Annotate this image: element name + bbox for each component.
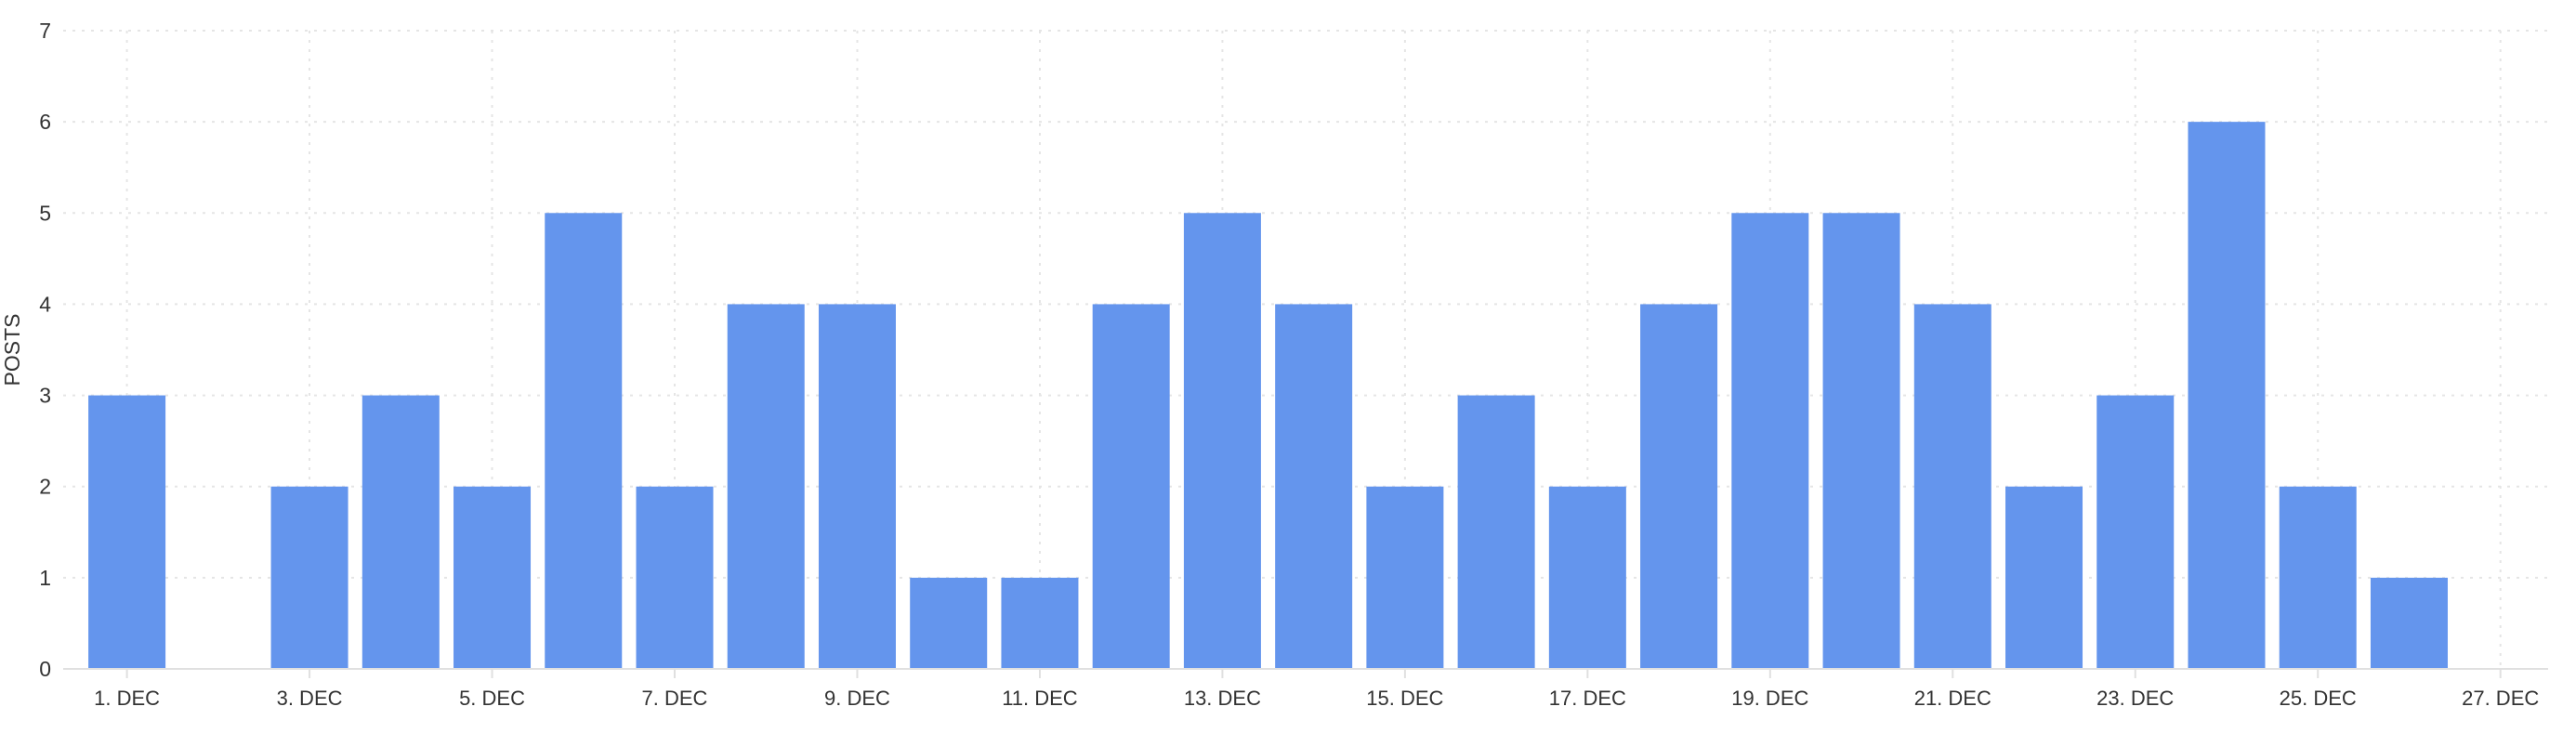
x-tick-label: 13. DEC: [1184, 687, 1261, 710]
bar-20-dec: [1822, 213, 1900, 670]
x-tick-label: 19. DEC: [1731, 687, 1808, 710]
y-tick-label: 7: [39, 19, 51, 43]
bar-11-dec: [1001, 577, 1079, 669]
x-tick-label: 17. DEC: [1549, 687, 1626, 710]
y-tick-label: 4: [39, 292, 51, 316]
bar-5-dec: [453, 486, 532, 669]
bar-24-dec: [2188, 122, 2266, 670]
bar-12-dec: [1092, 304, 1170, 669]
y-tick-label: 2: [39, 475, 51, 499]
x-tick-label: 5. DEC: [459, 687, 525, 710]
x-tick-label: 7. DEC: [642, 687, 708, 710]
labels-layer: 0 1 2 3 4 5 6 7 1. DEC 3. DEC 5. DEC 7. DEC 9. DEC 11…: [0, 19, 2539, 710]
axis-layer: [63, 668, 2548, 678]
bar-6-dec: [545, 213, 623, 670]
bar-18-dec: [1640, 304, 1718, 669]
bar-14-dec: [1275, 304, 1353, 669]
bar-9-dec: [818, 304, 896, 669]
bar-7-dec: [636, 486, 714, 669]
bar-22-dec: [2005, 486, 2083, 669]
bar-1-dec: [88, 395, 166, 669]
y-tick-label: 5: [39, 201, 51, 225]
bar-4-dec: [361, 395, 440, 669]
bar-13-dec: [1183, 213, 1261, 670]
x-tick-label: 27. DEC: [2462, 687, 2539, 710]
x-tick-label: 25. DEC: [2280, 687, 2357, 710]
x-tick-label: 15. DEC: [1366, 687, 1443, 710]
bar-3-dec: [270, 486, 348, 669]
bars-layer: [88, 122, 2448, 670]
x-tick-label: 3. DEC: [277, 687, 343, 710]
bar-26-dec: [2370, 577, 2448, 669]
bar-16-dec: [1457, 395, 1535, 669]
bar-23-dec: [2096, 395, 2175, 669]
bar-10-dec: [910, 577, 988, 669]
bar-21-dec: [1913, 304, 1991, 669]
y-tick-label: 6: [39, 110, 51, 134]
y-tick-label: 1: [39, 566, 51, 590]
bar-19-dec: [1731, 213, 1809, 670]
y-axis-title: POSTS: [0, 314, 24, 386]
bar-15-dec: [1366, 486, 1444, 669]
bar-25-dec: [2279, 486, 2357, 669]
y-tick-label: 0: [39, 657, 51, 681]
x-tick-label: 1. DEC: [94, 687, 160, 710]
bar-17-dec: [1548, 486, 1626, 669]
x-tick-label: 9. DEC: [824, 687, 890, 710]
x-tick-label: 23. DEC: [2096, 687, 2174, 710]
x-tick-label: 21. DEC: [1914, 687, 1991, 710]
bar-8-dec: [727, 304, 805, 669]
y-tick-label: 3: [39, 384, 51, 408]
x-tick-label: 11. DEC: [1002, 687, 1078, 710]
